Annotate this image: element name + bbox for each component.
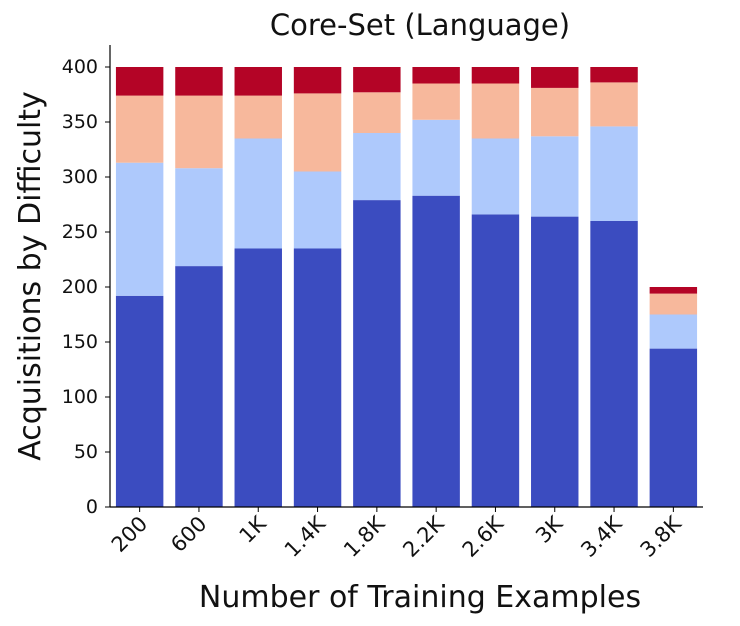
bar-segment-3-200 [115,95,164,163]
bar-segment-3-600 [175,95,223,169]
bar-segment-1-2.6K [471,214,520,507]
bar-segment-1-1K [234,248,282,507]
y-tick-label: 0 [86,496,98,518]
bar-segment-2-2.2K [412,119,460,196]
bar-segment-1-1.4K [293,248,342,507]
x-axis-label: Number of Training Examples [199,580,641,615]
bar-segment-4-2.2K [412,67,460,84]
x-tick-label: 3K [531,511,568,548]
bar-segment-1-3.4K [590,221,638,507]
bar-segment-1-200 [115,295,164,507]
bar-segment-2-1.8K [353,133,401,201]
bar-segment-1-2.2K [412,195,460,507]
x-tick-label: 3.8K [636,511,687,562]
bar-segment-3-2.6K [471,83,520,139]
x-tick-label: 2.2K [398,511,449,562]
bar-segment-1-600 [175,266,223,507]
bar-segment-2-200 [115,162,164,296]
x-tick-label: 1.8K [339,511,390,562]
y-tick-label: 400 [62,56,98,78]
bar-segment-4-3.4K [590,67,638,83]
x-tick-label: 1K [235,511,272,548]
y-tick-label: 200 [62,276,98,298]
bar-segment-4-200 [115,67,164,96]
bar-segment-4-2.6K [471,67,520,84]
x-tick-label: 200 [107,512,152,557]
x-tick-label: 600 [166,512,211,557]
x-tick-label: 3.4K [576,511,627,562]
bar-segment-1-1.8K [353,200,401,507]
bar-segment-2-3.8K [649,314,698,349]
bar-segment-3-1K [234,95,282,139]
bar-segment-4-3.8K [649,287,698,294]
bar-segment-2-3K [531,136,579,217]
bar-segment-3-1.8K [353,92,401,133]
bar-segment-3-3.8K [649,293,698,315]
x-tick-label: 2.6K [458,511,509,562]
bar-segment-2-2.6K [471,138,520,215]
y-tick-label: 300 [62,166,98,188]
bar-segment-3-1.4K [293,93,342,172]
bar-segment-3-2.2K [412,83,460,120]
bar-segment-2-600 [175,168,223,267]
bar-segment-4-1.4K [293,67,342,94]
y-tick-label: 100 [62,386,98,408]
y-axis-label: Acquisitions by Difficulty [13,91,48,461]
bar-segment-2-3.4K [590,126,638,221]
y-tick-label: 50 [74,441,98,463]
bar-segment-2-1K [234,138,282,249]
bar-segment-4-3K [531,67,579,88]
y-tick-label: 350 [62,111,98,133]
bar-segment-1-3.8K [649,348,698,507]
y-tick-label: 250 [62,221,98,243]
bar-segment-1-3K [531,216,579,507]
bar-segment-4-600 [175,67,223,96]
y-tick-label: 150 [62,331,98,353]
bar-segment-3-3K [531,87,579,137]
bar-segment-2-1.4K [293,171,342,249]
bar-segment-4-1K [234,67,282,96]
chart-title: Core-Set (Language) [270,8,570,42]
bar-segment-4-1.8K [353,67,401,93]
bars-layer [115,67,698,507]
x-tick-label: 1.4K [280,511,331,562]
bar-segment-3-3.4K [590,82,638,127]
